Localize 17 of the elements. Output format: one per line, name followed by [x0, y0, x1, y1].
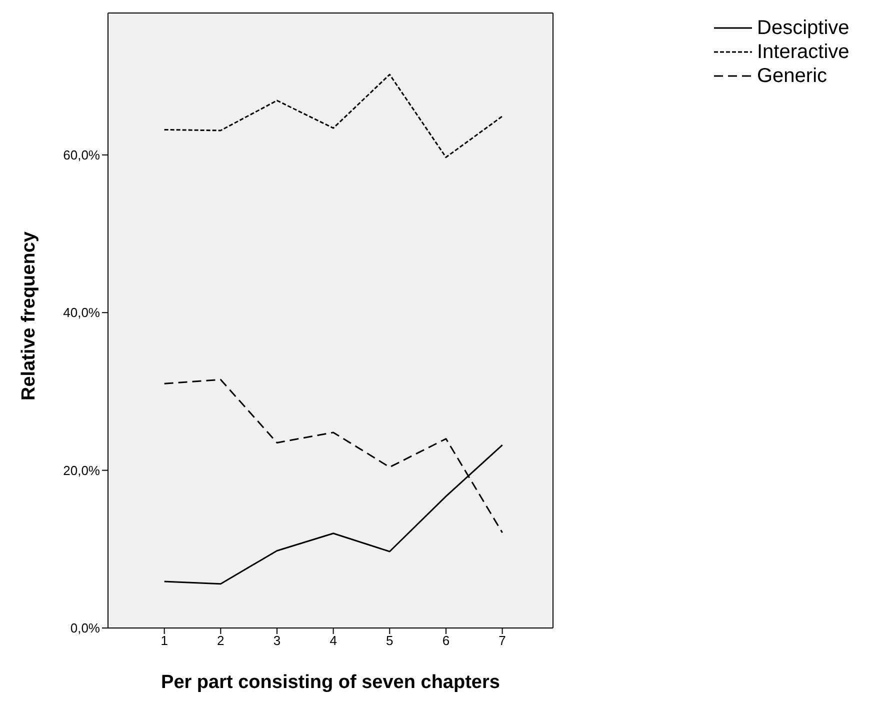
legend-label: Desciptive — [757, 16, 850, 40]
x-tick-label: 5 — [386, 633, 394, 648]
x-tick-label: 6 — [442, 633, 450, 648]
x-tick-label: 1 — [160, 633, 168, 648]
y-tick-label: 20,0% — [63, 462, 100, 478]
x-tick-label: 3 — [273, 633, 281, 648]
y-tick-label: 0,0% — [70, 620, 100, 636]
x-tick-label: 4 — [330, 633, 337, 648]
y-axis-title: Relative frequency — [18, 231, 40, 400]
x-tick-label: 2 — [217, 633, 224, 648]
legend-label: Generic — [757, 64, 828, 88]
line-series — [164, 74, 504, 158]
y-tick-label: 40,0% — [63, 305, 100, 320]
legend-label: Interactive — [757, 40, 850, 64]
y-tick-label: 60,0% — [63, 148, 100, 163]
x-tick-label: 7 — [498, 633, 506, 648]
x-axis-title: Per part consisting of seven chapters — [161, 672, 500, 693]
